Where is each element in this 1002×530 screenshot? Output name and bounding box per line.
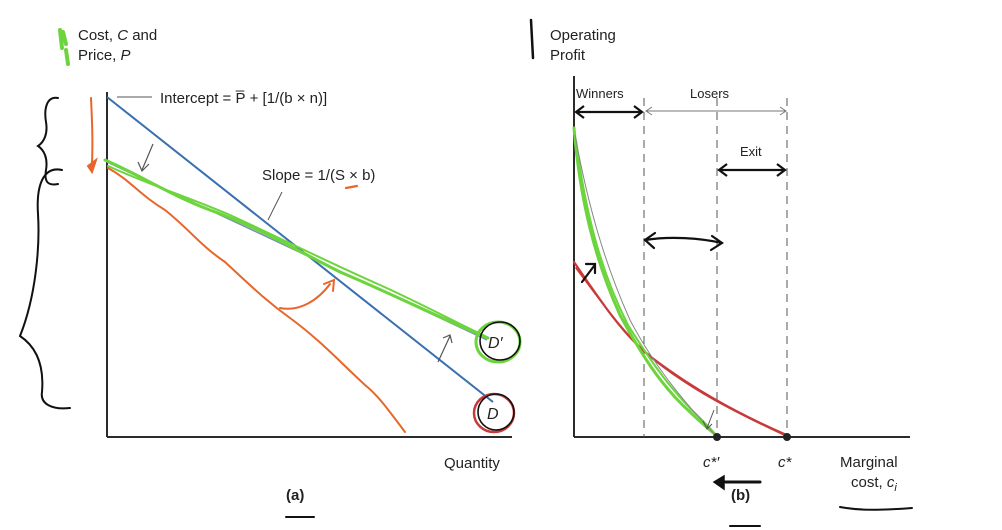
- hand-double-arrow-right-head: [709, 234, 724, 252]
- shift-arrow-grey-head: [137, 161, 150, 173]
- panel-a-caption: (a): [286, 487, 304, 504]
- losers-label: Losers: [690, 86, 730, 101]
- brace-upper: [36, 96, 59, 186]
- orange-shifted-line: [107, 167, 406, 433]
- exit-label: Exit: [740, 144, 762, 159]
- up-arrow-grey-head: [442, 334, 453, 344]
- d-label: D: [487, 406, 499, 423]
- exit-arrow-right-head: [776, 163, 787, 177]
- green-highlight-mark: [58, 28, 70, 66]
- black-left-arrow-head: [712, 474, 725, 491]
- demand-line-d: [106, 96, 494, 403]
- c-star-prime-label: c*′: [703, 454, 720, 471]
- panel-b-y-axis-title-line1: Operating: [550, 27, 616, 44]
- losers-arrow-left-head: [645, 106, 653, 116]
- orange-curved-arrow-head: [323, 278, 336, 292]
- green-profit-curve-2: [575, 139, 717, 436]
- brace-lower: [18, 168, 71, 410]
- orange-axis-mark: [90, 97, 94, 165]
- green-line-d-prime: [103, 158, 490, 340]
- hand-double-arrow: [643, 236, 724, 245]
- winners-arrow-left-head: [574, 105, 585, 119]
- panel-b: Operating Profit Winners Losers Exit: [529, 18, 913, 527]
- black-small-arrow-head: [584, 262, 597, 275]
- grey-down-arrow-head: [702, 420, 713, 430]
- c-star-point: [783, 433, 791, 441]
- red-profit-curve-2: [575, 267, 786, 435]
- hand-double-arrow-left-head: [643, 231, 657, 250]
- up-arrow-grey: [437, 335, 451, 363]
- panel-a-x-axis-title: Quantity: [444, 455, 500, 472]
- c-star-label: c*: [778, 454, 793, 471]
- orange-curved-arrow: [279, 283, 331, 310]
- panel-a-y-axis-title-line1: Cost, C and: [78, 27, 157, 44]
- panel-b-y-axis-title-line2: Profit: [550, 47, 586, 64]
- shift-arrow-grey: [141, 143, 154, 171]
- green-profit-curve: [572, 126, 719, 438]
- slope-label: Slope = 1/(S × b): [262, 167, 375, 184]
- d-prime-label: D′: [488, 335, 504, 352]
- grey-down-arrow: [706, 409, 715, 429]
- panel-b-x-axis-title-line1: Marginal: [840, 454, 898, 471]
- winners-label: Winners: [576, 86, 624, 101]
- slope-leader: [267, 191, 283, 221]
- d-circle-black: [477, 393, 515, 431]
- orange-s-underline: [344, 184, 359, 190]
- black-vertical-mark: [529, 18, 535, 60]
- panel-b-caption: (b): [731, 487, 750, 504]
- red-profit-curve: [572, 260, 789, 438]
- panel-a-y-axis-title-line2: Price, P: [78, 47, 131, 64]
- green-line-d-prime-2: [107, 165, 486, 337]
- winners-arrow-right-head: [633, 105, 644, 119]
- x-axis-title-underline: [839, 506, 913, 511]
- grey-original-profit-curve: [574, 134, 717, 437]
- d-prime-circle-black: [479, 321, 521, 361]
- exit-arrow-left-head: [717, 163, 728, 177]
- panel-b-x-axis-title-line2: cost, ci: [851, 474, 897, 494]
- c-star-prime-point: [713, 433, 721, 441]
- losers-arrow-right-head: [779, 106, 787, 116]
- black-small-arrow: [580, 264, 596, 284]
- intercept-label: Intercept = P̅ + [1/(b × n)]: [160, 90, 327, 107]
- panel-a: Cost, C and Price, P Intercept = P̅ + [1…: [18, 27, 522, 518]
